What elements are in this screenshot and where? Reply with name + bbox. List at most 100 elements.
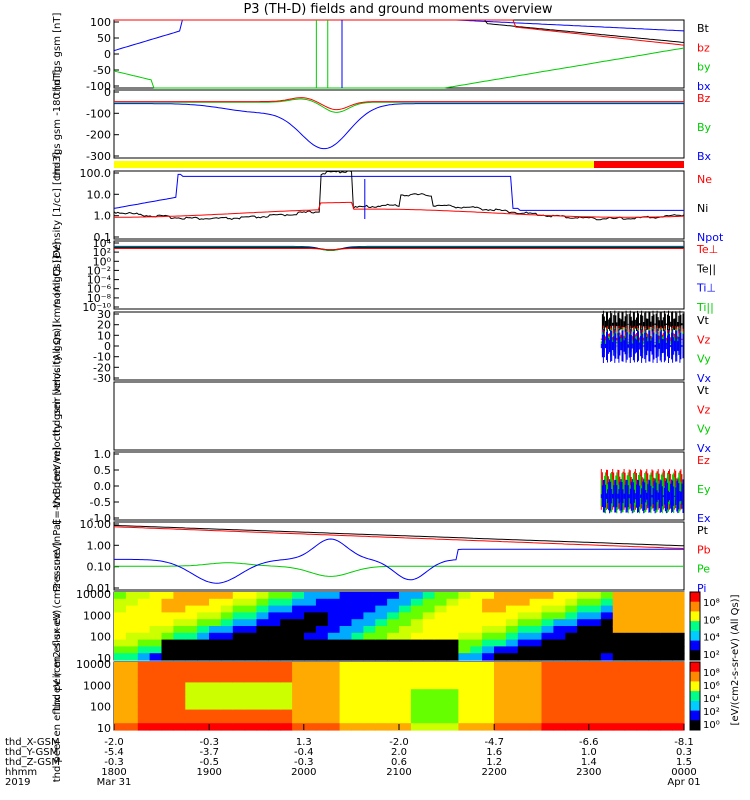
panel-10-spectrogram-cell [280, 696, 293, 704]
panel-5-legend-0: Vt [697, 314, 710, 327]
panel-9-spectrogram-cell [648, 598, 661, 607]
panel-10-spectrogram-cell [161, 716, 174, 724]
panel-10-spectrogram-cell [422, 709, 436, 717]
panel-9-spectrogram-cell [173, 626, 186, 634]
panel-10-spectrogram-cell [209, 709, 222, 717]
panel-10-spectrogram-cell [351, 675, 364, 683]
panel-9-spectrogram-cell [161, 619, 174, 627]
panel-9-spectrogram-cell [125, 646, 139, 654]
panel-7-ytick: 1.0 [94, 448, 112, 461]
panel-9-spectrogram-cell [517, 646, 531, 654]
panel-9-spectrogram-cell [185, 598, 198, 607]
panel-9-spectrogram-cell [327, 646, 341, 654]
panel-10-spectrogram-cell [280, 716, 293, 724]
xaxis-row-label-1: thd_Y-GSM [5, 747, 58, 758]
panel-10-colorbar-tick: 10² [703, 707, 720, 718]
panel-10-spectrogram-cell [232, 723, 246, 731]
xaxis-value: 2.0 [391, 747, 407, 758]
panel-10-spectrogram-cell [339, 696, 353, 704]
xaxis-value: -5.4 [104, 747, 124, 758]
panel-10-spectrogram-cell [173, 696, 186, 704]
panel-10-spectrogram-cell [660, 662, 673, 670]
panel-10-spectrogram-cell [375, 702, 388, 711]
panel-6-legend-2: Vy [697, 423, 711, 436]
panel-10-spectrogram-cell [612, 696, 626, 704]
panel-9-spectrogram-cell [624, 653, 638, 661]
panel-9-spectrogram-cell [505, 619, 519, 627]
panel-9-ytick: 1000 [83, 609, 111, 622]
panel-9-spectrogram-cell [672, 619, 685, 627]
panel-10-spectrogram-cell [410, 668, 424, 677]
panel-9-spectrogram-cell [624, 592, 638, 600]
panel-10-spectrogram-cell [482, 668, 495, 677]
panel-10-spectrogram-cell [185, 696, 198, 704]
panel-9-spectrogram-cell [149, 592, 163, 600]
panel-4-legend-1: Te|| [696, 262, 716, 275]
panel-6-legend-1: Vz [697, 403, 711, 416]
panel-10-spectrogram-cell [220, 689, 234, 697]
panel-10-spectrogram-cell [387, 682, 400, 690]
panel-9-spectrogram-cell [517, 592, 531, 600]
panel-9-spectrogram-cell [612, 605, 626, 613]
panel-10-spectrogram-cell [553, 675, 566, 683]
panel-10-spectrogram-cell [600, 702, 614, 711]
panel-10-spectrogram-cell [351, 662, 364, 670]
panel-9-spectrogram-cell [161, 653, 174, 661]
panel-5-legend-1: Vz [697, 333, 711, 346]
panel-4-ytick: 10² [93, 246, 111, 259]
panel-10-spectrogram-cell [173, 709, 186, 717]
panel-9-spectrogram-cell [339, 619, 353, 627]
panel-10-spectrogram-cell [505, 702, 519, 711]
panel-10-spectrogram-cell [315, 716, 329, 724]
panel-9-spectrogram-cell [292, 592, 305, 600]
panel-9-spectrogram-cell [387, 619, 400, 627]
panel-10-spectrogram-cell [125, 723, 139, 731]
panel-10-spectrogram-cell [304, 689, 317, 697]
panel-9-spectrogram-cell [529, 639, 543, 647]
panel-9-spectrogram-cell [161, 646, 174, 654]
panel-10-spectrogram-cell [672, 662, 685, 670]
panel-9-spectrogram-cell [256, 619, 269, 627]
panel-9-spectrogram-cell [304, 598, 317, 607]
panel-10-spectrogram-cell [363, 723, 376, 731]
panel-1-bt-line [114, 19, 685, 43]
panel-10-spectrogram-cell [363, 702, 376, 711]
panel-9-spectrogram-cell [482, 639, 495, 647]
panel-9-spectrogram-cell [589, 646, 602, 654]
panel-9-spectrogram-cell [137, 653, 151, 661]
panel-10-spectrogram-cell [482, 675, 495, 683]
panel-10-spectrogram-cell [672, 709, 685, 717]
panel-9-spectrogram-cell [197, 632, 210, 641]
panel-10-spectrogram-cell [173, 682, 186, 690]
panel-9-spectrogram-cell [268, 592, 281, 600]
panel-10-spectrogram-cell [114, 675, 127, 683]
panel-4-ytick: 10⁻¹⁰ [82, 301, 111, 314]
panel-9-spectrogram-cell [446, 626, 459, 634]
panel-9-spectrogram-cell [565, 598, 578, 607]
panel-9-spectrogram-cell [589, 626, 602, 634]
panel-9-spectrogram-cell [399, 592, 412, 600]
panel-10-spectrogram-cell [541, 689, 554, 697]
panel-9-ytick: 100 [90, 631, 111, 644]
panel-2-legend-0: Bz [697, 92, 711, 105]
panel-10-spectrogram-cell [268, 662, 281, 670]
panel-9-spectrogram-cell [173, 605, 186, 613]
panel-8-pt-line [113, 524, 685, 547]
panel-9-spectrogram-cell [387, 612, 400, 620]
panel-9-spectrogram-cell [434, 612, 448, 620]
panel-9-spectrogram-cell [672, 605, 685, 613]
panel-10-spectrogram-cell [161, 709, 174, 717]
panel-9-spectrogram-cell [636, 653, 649, 661]
panel-9-spectrogram-cell [434, 639, 448, 647]
y-axis-labels: thd fgs gsm [nT]thd fgs gsm -180 [nT]Den… [52, 13, 63, 783]
panel-9-spectrogram-cell [137, 646, 151, 654]
panel-10-spectrogram-cell [161, 689, 174, 697]
panel-9-spectrogram-cell [185, 653, 198, 661]
panel-9-spectrogram-cell [577, 639, 590, 647]
panel-10-spectrogram-cell [636, 716, 649, 724]
panel-10-spectrogram-cell [600, 696, 614, 704]
panel-9-spectrogram-cell [114, 646, 127, 654]
panel-10-spectrogram-cell [494, 709, 507, 717]
panel-9-spectrogram-cell [304, 653, 317, 661]
panel-9-colorbar-seg [690, 621, 700, 632]
